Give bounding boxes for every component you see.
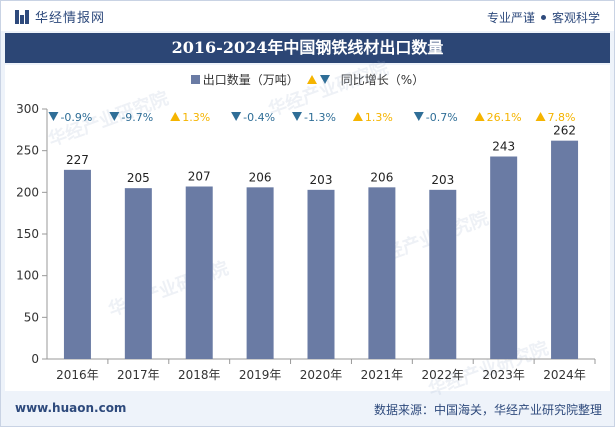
bar <box>429 189 457 359</box>
growth-label: 7.8% <box>548 111 576 124</box>
legend: 出口数量（万吨） 同比增长（%） <box>5 71 610 88</box>
growth-label: -0.7% <box>426 111 458 124</box>
footer-source: 数据来源：中国海关，华经产业研究院整理 <box>373 403 602 417</box>
bar-value-label: 227 <box>66 153 89 167</box>
legend-bar-label: 出口数量（万吨） <box>202 73 299 87</box>
bar-value-label: 206 <box>370 170 393 184</box>
y-tick-label: 250 <box>16 144 39 158</box>
bar <box>490 156 518 359</box>
slogan: 专业严谨 客观科学 <box>487 9 600 26</box>
y-tick-label: 300 <box>16 102 39 116</box>
bullet-dot-icon <box>540 15 546 20</box>
bar <box>124 188 152 359</box>
chart-title: 2016-2024年中国钢铁线材出口数量 <box>5 33 610 63</box>
legend-growth-label: 同比增长（%） <box>340 73 425 87</box>
growth-label: -1.3% <box>304 111 336 124</box>
slogan-left: 专业严谨 <box>486 11 535 25</box>
triangle-up-icon <box>306 75 317 84</box>
top-bar: 华经情报网 专业严谨 客观科学 <box>1 1 614 31</box>
legend-bar-swatch-icon <box>190 75 200 84</box>
brand-name: 华经情报网 <box>35 11 106 26</box>
growth-down-marker <box>109 112 120 121</box>
y-tick-label: 100 <box>16 269 39 283</box>
plot-area: 出口数量（万吨） 同比增长（%） 华经产业研究院 华经产业研究院 华经产业研究院… <box>5 58 610 401</box>
growth-down-marker <box>231 112 242 121</box>
growth-label: -9.7% <box>121 111 153 124</box>
bar <box>246 187 274 359</box>
growth-down-marker <box>292 112 302 121</box>
brand-logo-icon <box>15 9 29 24</box>
bar-value-label: 262 <box>553 124 576 138</box>
growth-up-marker <box>474 112 485 121</box>
growth-label: 26.1% <box>487 111 522 124</box>
x-tick-label: 2019年 <box>239 368 282 382</box>
x-tick-label: 2021年 <box>361 368 404 382</box>
growth-label: -0.9% <box>60 111 92 124</box>
bar-chart: 0 50 100 150 200 250 300 227 2016年 -0.9% 205 2017年 -… <box>16 102 596 382</box>
bar <box>185 186 213 359</box>
triangle-down-icon <box>319 75 330 84</box>
bar-value-label: 203 <box>431 173 454 187</box>
brand: 华经情报网 <box>15 7 105 26</box>
bar <box>368 187 396 359</box>
x-tick-label: 2016年 <box>56 368 99 382</box>
growth-up-marker <box>352 112 363 121</box>
bar-value-label: 243 <box>492 140 515 154</box>
bar <box>63 169 91 359</box>
bar-value-label: 206 <box>249 170 272 184</box>
y-tick-label: 50 <box>24 310 39 324</box>
x-tick-label: 2018年 <box>178 368 221 382</box>
bar <box>307 189 335 359</box>
growth-label: 1.3% <box>365 111 393 124</box>
growth-label: -0.4% <box>243 111 275 124</box>
bar <box>551 140 579 359</box>
growth-up-marker <box>535 112 546 121</box>
y-tick-label: 0 <box>31 352 39 366</box>
y-tick-label: 150 <box>16 227 39 241</box>
slogan-right: 客观科学 <box>551 11 600 25</box>
legend-item-growth: 同比增长（%） <box>306 71 425 88</box>
bar-value-label: 207 <box>188 170 211 184</box>
growth-down-marker <box>48 112 59 121</box>
footer-site: www.huaon.com <box>15 401 127 415</box>
bar-value-label: 203 <box>310 173 333 187</box>
x-tick-label: 2023年 <box>482 368 525 382</box>
y-tick-label: 200 <box>16 185 39 199</box>
x-tick-label: 2017年 <box>117 368 160 382</box>
x-tick-label: 2022年 <box>422 368 465 382</box>
growth-down-marker <box>413 112 424 121</box>
footer: www.huaon.com 数据来源：中国海关，华经产业研究院整理 <box>1 393 614 426</box>
x-tick-label: 2020年 <box>300 368 343 382</box>
legend-item-bar: 出口数量（万吨） <box>190 71 299 88</box>
growth-up-marker <box>170 112 181 121</box>
bar-value-label: 205 <box>127 171 150 185</box>
growth-label: 1.3% <box>182 111 210 124</box>
x-tick-label: 2024年 <box>543 368 586 382</box>
